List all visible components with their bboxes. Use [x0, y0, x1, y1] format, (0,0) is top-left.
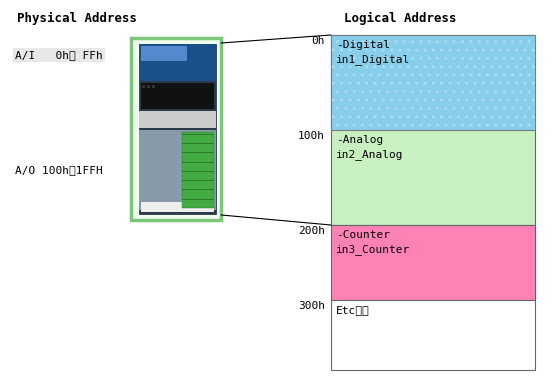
- Bar: [331, 300, 535, 370]
- Bar: [140, 44, 216, 214]
- Text: -Counter
in3_Counter: -Counter in3_Counter: [336, 230, 410, 255]
- Text: A/I   0h～ FFh: A/I 0h～ FFh: [15, 50, 103, 60]
- Bar: [331, 35, 535, 130]
- Bar: [142, 86, 146, 88]
- Bar: [141, 83, 214, 109]
- Bar: [331, 35, 535, 130]
- Text: A/O 100h～1FFH: A/O 100h～1FFH: [15, 165, 103, 175]
- Text: 300h: 300h: [298, 301, 325, 311]
- Bar: [140, 44, 216, 81]
- Bar: [140, 111, 216, 128]
- Text: Logical Address: Logical Address: [344, 11, 457, 24]
- Bar: [141, 46, 187, 61]
- Text: 200h: 200h: [298, 226, 325, 236]
- Bar: [152, 86, 155, 88]
- Bar: [331, 130, 535, 225]
- Bar: [181, 132, 214, 208]
- Text: Etc・・: Etc・・: [336, 305, 369, 315]
- Bar: [147, 86, 150, 88]
- Text: Physical Address: Physical Address: [17, 11, 137, 24]
- Bar: [140, 130, 216, 210]
- Bar: [132, 38, 221, 220]
- Bar: [141, 202, 214, 212]
- Text: -Digital
in1_Digital: -Digital in1_Digital: [336, 40, 410, 65]
- Text: 0h: 0h: [311, 36, 325, 46]
- Bar: [331, 225, 535, 300]
- Text: -Analog
in2_Analog: -Analog in2_Analog: [336, 135, 403, 160]
- Text: 100h: 100h: [298, 131, 325, 141]
